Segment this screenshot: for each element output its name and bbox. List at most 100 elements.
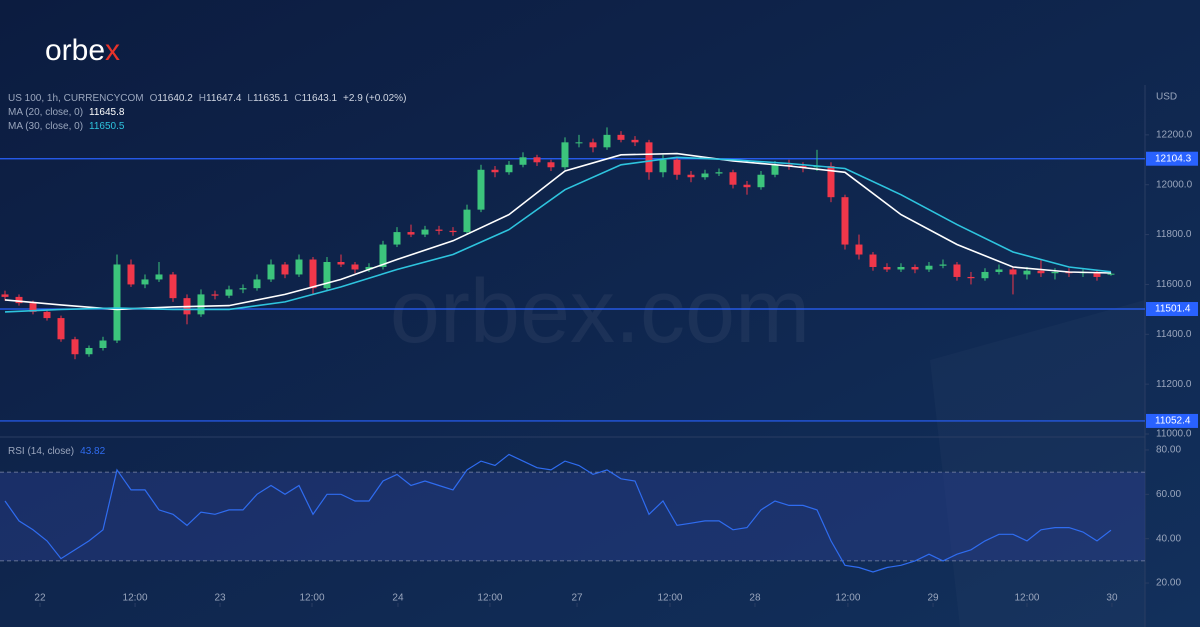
candle-body <box>1051 271 1059 274</box>
candle-body <box>309 259 317 289</box>
x-tick-label: 12:00 <box>1014 593 1039 604</box>
ma-value: 11650.5 <box>89 121 125 132</box>
change: +2.9 (+0.02%) <box>343 93 406 104</box>
candle-body <box>687 174 695 178</box>
candle-body <box>477 169 485 210</box>
candle-body <box>463 209 471 233</box>
candle-body <box>71 339 79 355</box>
rsi-legend: RSI (14, close) 43.82 <box>8 446 106 457</box>
candle-body <box>547 162 555 168</box>
candle-body <box>407 232 415 235</box>
candle-body <box>113 264 121 341</box>
candle-body <box>659 159 667 173</box>
legend-header: US 100, 1h, CURRENCYCOM O11640.2 H11647.4 L… <box>8 93 406 104</box>
logo: orbex <box>45 34 120 67</box>
candle-body <box>239 288 247 290</box>
currency: USD <box>1156 92 1177 103</box>
x-tick-label: 12:00 <box>657 593 682 604</box>
candle-body <box>799 166 807 168</box>
rsi-line <box>4 453 1112 573</box>
candle-body <box>225 289 233 296</box>
rsi-tick-label: 60.00 <box>1156 489 1181 500</box>
rsi-tick-label: 20.00 <box>1156 578 1181 589</box>
candle-body <box>435 229 443 231</box>
candle-body <box>155 274 163 280</box>
x-tick-label: 12:00 <box>477 593 502 604</box>
candle-body <box>743 184 751 188</box>
candle-body <box>197 294 205 315</box>
x-tick-label: 12:00 <box>123 593 148 604</box>
candle-body <box>379 244 387 267</box>
logo-accent: x <box>105 34 120 67</box>
candle-body <box>603 134 611 148</box>
candle-body <box>1037 270 1045 274</box>
candle-body <box>911 266 919 270</box>
rsi-band <box>0 472 1145 561</box>
candle-body <box>561 142 569 168</box>
candle-body <box>981 271 989 279</box>
candle-body <box>99 340 107 349</box>
ma-legend: MA (30, close, 0) 11650.5 <box>8 121 125 132</box>
candle-body <box>827 166 835 198</box>
level-tag <box>1146 302 1198 317</box>
ohlc-letter: L <box>247 93 253 104</box>
candle-body <box>281 264 289 275</box>
candle-body <box>841 197 849 245</box>
candle-body <box>15 296 23 304</box>
y-tick-label: 12200.0 <box>1156 129 1193 140</box>
candle-body <box>897 266 905 270</box>
candle-body <box>337 261 345 265</box>
rsi-name: RSI (14, close) <box>8 446 74 457</box>
x-tick-label: 27 <box>571 593 583 604</box>
x-tick-label: 29 <box>927 593 939 604</box>
candle-body <box>967 276 975 279</box>
candle-body <box>631 139 639 143</box>
candle-body <box>141 279 149 285</box>
logo-text: orbe <box>45 34 105 67</box>
y-tick-label: 11400.0 <box>1156 329 1192 340</box>
candle-body <box>645 142 653 173</box>
candle-body <box>715 172 723 174</box>
candle-body <box>1023 270 1031 275</box>
y-tick-label: 11000.0 <box>1156 429 1192 440</box>
rsi-tick-label: 40.00 <box>1156 533 1181 544</box>
y-tick-label: 12000.0 <box>1156 179 1193 190</box>
x-tick-label: 24 <box>392 593 404 604</box>
candle-body <box>519 157 527 165</box>
candle-body <box>757 174 765 188</box>
candle-body <box>771 164 779 175</box>
candle-body <box>491 169 499 173</box>
candle-body <box>421 229 429 235</box>
candle-body <box>701 173 709 178</box>
candle-body <box>85 348 93 355</box>
ohlc-value: 11640.2 <box>157 93 193 104</box>
candle-body <box>57 318 65 340</box>
candle-body <box>393 232 401 245</box>
ma-line <box>4 156 1112 313</box>
candle-body <box>211 294 219 296</box>
candle-body <box>505 164 513 173</box>
candle-body <box>855 244 863 255</box>
candle-body <box>1 294 9 297</box>
candle-body <box>29 303 37 312</box>
candle-body <box>351 264 359 270</box>
watermark: orbex.com <box>390 262 810 362</box>
rsi-tick-label: 80.00 <box>1156 445 1181 456</box>
y-tick-label: 11800.0 <box>1156 229 1192 240</box>
candle-body <box>267 264 275 280</box>
candle-body <box>1009 269 1017 275</box>
level-label: 11501.4 <box>1155 304 1191 315</box>
candle-body <box>589 142 597 148</box>
x-tick-label: 12:00 <box>835 593 860 604</box>
candle-body <box>1093 271 1101 277</box>
ohlc-value: 11647.4 <box>206 93 242 104</box>
candle-body <box>883 266 891 270</box>
candle-body <box>617 134 625 140</box>
y-tick-label: 11600.0 <box>1156 279 1192 290</box>
candle-body <box>575 142 583 144</box>
symbol: US 100, 1h, CURRENCYCOM <box>8 93 144 104</box>
candle-body <box>449 230 457 233</box>
x-tick-label: 12:00 <box>299 593 324 604</box>
candle-body <box>939 264 947 266</box>
